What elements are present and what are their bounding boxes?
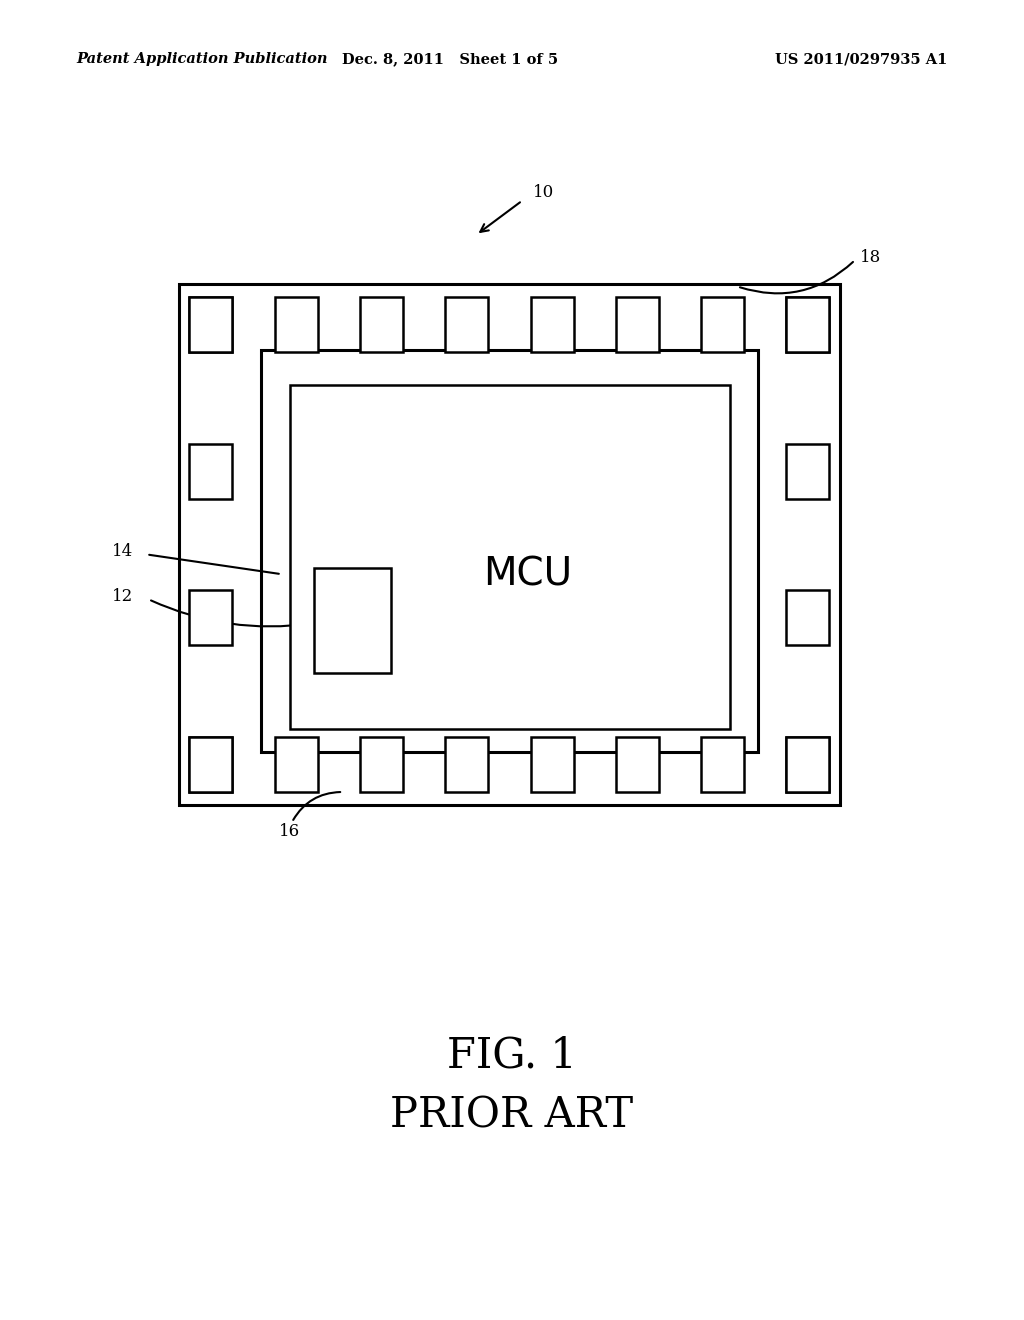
Bar (314, 568, 391, 673)
Text: 12: 12 (112, 589, 133, 605)
Bar (445, 297, 488, 352)
Bar (189, 737, 232, 792)
Bar (179, 284, 840, 805)
Bar (530, 737, 573, 792)
Text: 14: 14 (112, 544, 133, 560)
Bar (786, 590, 829, 645)
Text: 18: 18 (860, 249, 882, 265)
Bar (786, 737, 829, 792)
Text: 16: 16 (279, 824, 300, 840)
Bar (189, 590, 232, 645)
Bar (189, 444, 232, 499)
Text: MCU: MCU (482, 556, 572, 593)
Bar (786, 297, 829, 352)
Text: PRIOR ART: PRIOR ART (390, 1094, 634, 1137)
Bar (615, 297, 658, 352)
Bar (274, 297, 317, 352)
Text: Patent Application Publication: Patent Application Publication (77, 53, 329, 66)
Text: Dec. 8, 2011   Sheet 1 of 5: Dec. 8, 2011 Sheet 1 of 5 (342, 53, 559, 66)
Bar (189, 737, 232, 792)
Text: 10: 10 (532, 185, 554, 201)
Bar (189, 297, 232, 352)
Text: US 2011/0297935 A1: US 2011/0297935 A1 (775, 53, 947, 66)
Bar (360, 297, 403, 352)
Text: FIG. 1: FIG. 1 (447, 1035, 577, 1077)
Bar (274, 737, 317, 792)
Bar (261, 350, 758, 752)
Bar (786, 737, 829, 792)
Bar (530, 297, 573, 352)
Bar (615, 737, 658, 792)
Bar (701, 297, 744, 352)
Bar (360, 737, 403, 792)
Bar (786, 444, 829, 499)
Bar (445, 737, 488, 792)
Bar (786, 297, 829, 352)
Bar (290, 385, 730, 729)
Bar (701, 737, 744, 792)
Bar (189, 297, 232, 352)
